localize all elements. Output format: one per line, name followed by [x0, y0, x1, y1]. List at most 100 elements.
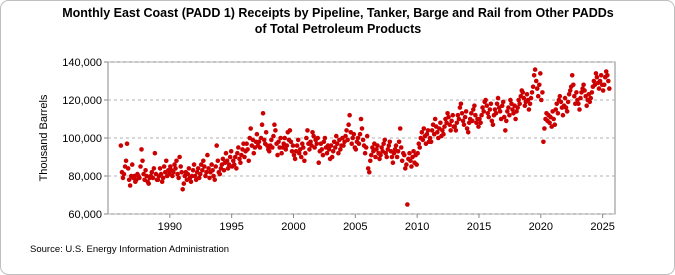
point [284, 143, 290, 148]
point [565, 99, 571, 105]
point [205, 152, 210, 158]
point [186, 166, 192, 171]
point [593, 71, 599, 76]
point [200, 168, 205, 173]
point [495, 95, 501, 101]
point [152, 150, 158, 156]
point [150, 175, 156, 181]
point [174, 158, 179, 164]
chart-title: Monthly East Coast (PADD 1) Receipts by … [62, 6, 614, 20]
point [251, 150, 257, 156]
point [261, 137, 267, 143]
point [415, 150, 420, 156]
point [477, 116, 482, 122]
point [515, 105, 520, 110]
point [215, 158, 221, 164]
point [408, 158, 413, 164]
point [462, 114, 468, 120]
point [566, 92, 572, 97]
point [588, 95, 594, 101]
point [571, 82, 576, 88]
point [197, 171, 203, 177]
point [472, 103, 477, 108]
point [263, 130, 269, 135]
point [488, 101, 494, 107]
point [230, 158, 236, 164]
x-tick-label: 2015 [467, 221, 491, 233]
x-tick-label: 2025 [590, 221, 614, 233]
point [296, 150, 302, 156]
y-tick-label: 100,000 [62, 133, 102, 145]
point [212, 177, 218, 183]
point [530, 84, 536, 89]
point [149, 169, 155, 175]
point [209, 162, 214, 167]
point [476, 124, 481, 129]
point [181, 181, 187, 186]
point [537, 82, 542, 88]
point [584, 103, 589, 108]
point [606, 78, 611, 84]
point [232, 154, 238, 160]
point [310, 130, 315, 135]
point [341, 143, 346, 148]
point [360, 137, 366, 143]
point [179, 169, 185, 175]
point [558, 99, 564, 105]
point [438, 120, 443, 126]
point [294, 143, 300, 148]
point [383, 150, 389, 156]
point [581, 82, 586, 88]
point [356, 141, 362, 146]
point [396, 139, 402, 145]
point [351, 131, 357, 137]
point [170, 173, 175, 179]
point [370, 145, 375, 150]
point [254, 131, 260, 137]
point [299, 141, 305, 146]
point [349, 141, 355, 146]
point [448, 128, 453, 133]
point [596, 86, 602, 91]
point [220, 156, 226, 162]
point [421, 126, 427, 131]
point [607, 86, 612, 91]
point [405, 202, 410, 207]
point [387, 139, 393, 145]
point [533, 78, 539, 84]
point [302, 158, 307, 164]
point [270, 145, 275, 150]
point [528, 95, 534, 101]
point [497, 109, 503, 114]
point [359, 126, 365, 131]
point [305, 128, 310, 133]
point [288, 139, 294, 145]
point [308, 139, 313, 145]
point [557, 93, 563, 99]
point [338, 147, 343, 152]
point [542, 126, 547, 131]
point [538, 71, 543, 76]
point [601, 82, 607, 88]
point [127, 183, 133, 188]
point [221, 168, 227, 173]
point [298, 154, 304, 160]
point [345, 137, 350, 143]
point [516, 97, 521, 103]
point [401, 152, 407, 158]
point [554, 101, 560, 107]
point [242, 154, 247, 160]
point [441, 131, 446, 137]
point [256, 139, 262, 145]
point [442, 124, 447, 129]
point [357, 131, 363, 137]
point [355, 135, 361, 141]
point [551, 116, 556, 122]
point [358, 116, 364, 122]
point [190, 168, 196, 173]
point [211, 173, 216, 179]
point [450, 112, 456, 118]
point [409, 164, 414, 169]
point [531, 73, 537, 78]
